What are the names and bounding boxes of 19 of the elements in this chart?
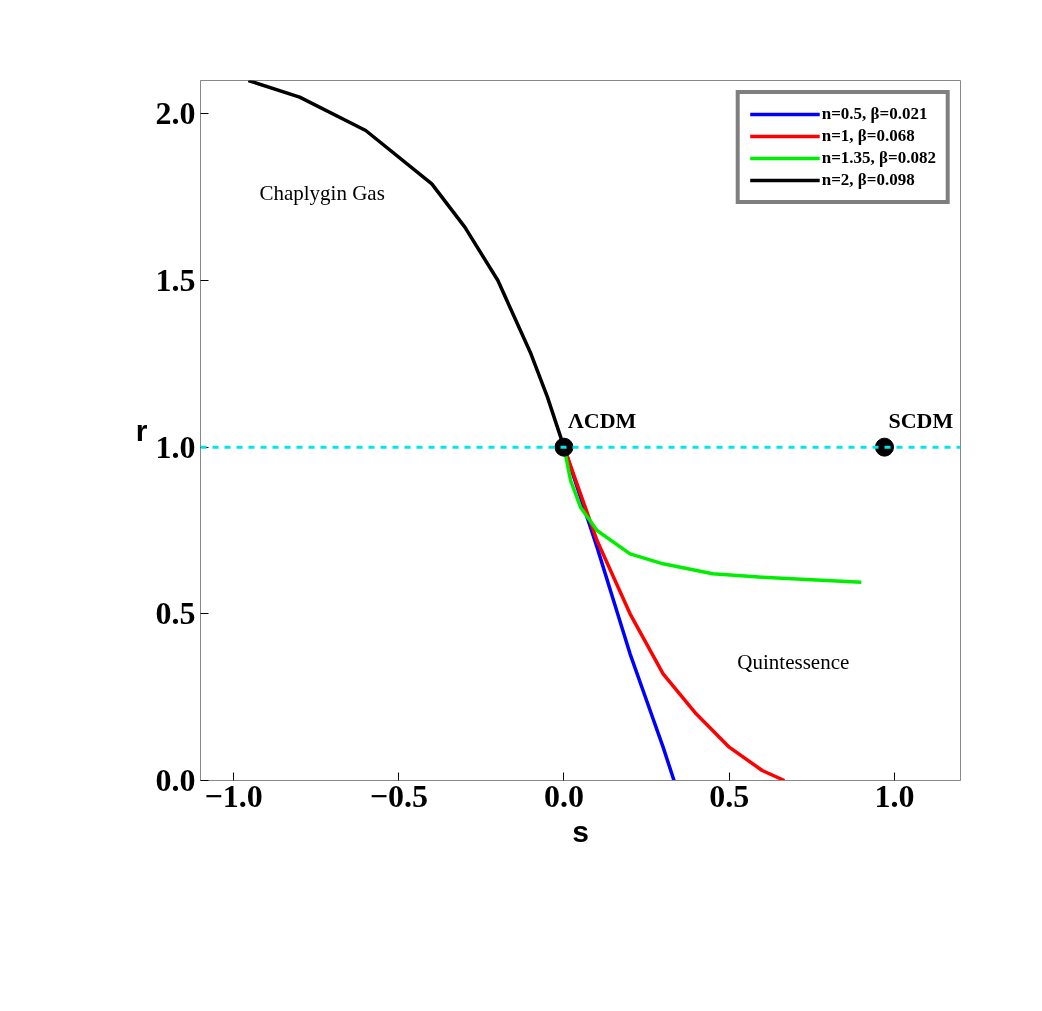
annotation: Quintessence (737, 649, 850, 674)
y-tick-label: 1.0 (155, 428, 196, 465)
y-axis-title: r (135, 414, 148, 447)
x-tick-label: 0.5 (709, 777, 750, 814)
series-label: SCDM (888, 408, 954, 434)
x-tick-label: 0.0 (543, 777, 584, 814)
legend-label: n=1, β=0.068 (821, 126, 915, 146)
legend-label: n=2, β=0.098 (821, 170, 915, 190)
annotation: Chaplygin Gas (259, 180, 385, 205)
x-tick-label: −0.5 (369, 777, 428, 814)
x-axis-title: s (572, 814, 589, 848)
series-label: ΛCDM (567, 408, 637, 434)
legend-label: n=0.5, β=0.021 (821, 104, 928, 124)
y-tick-label: 0.5 (155, 595, 196, 632)
legend-label: n=1.35, β=0.082 (821, 148, 936, 168)
y-tick-label: 2.0 (155, 95, 196, 132)
x-tick-label: 1.0 (874, 777, 915, 814)
y-tick-label: 1.5 (155, 262, 196, 298)
x-tick-label: −1.0 (204, 777, 263, 814)
